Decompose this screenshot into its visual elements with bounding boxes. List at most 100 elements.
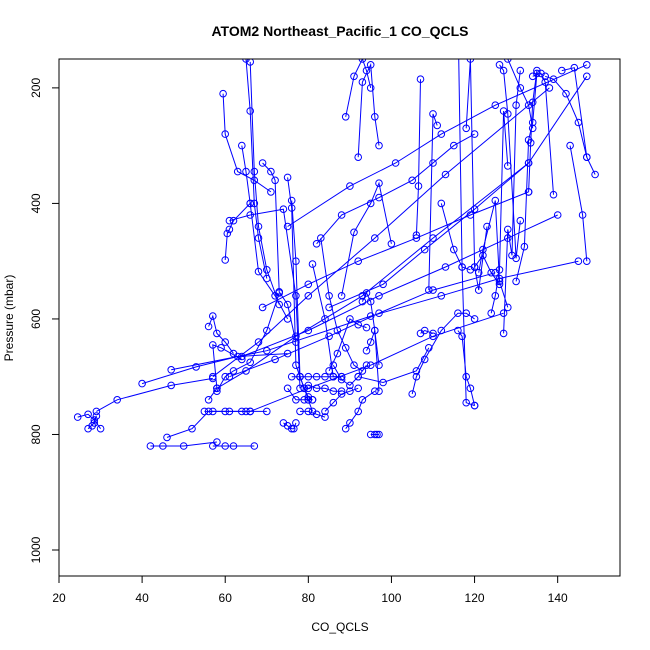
data-point [271,176,279,185]
data-point [524,188,533,196]
data-point [491,268,500,277]
data-point [358,292,367,300]
data-point [312,240,321,248]
x-tick-label: 40 [135,591,149,605]
data-point [296,372,304,381]
series-line [532,72,554,195]
series-line [262,191,529,308]
data-point [329,361,338,370]
series-8 [204,341,246,404]
data-point [566,141,574,150]
data-point [337,292,346,300]
data-point [450,141,458,150]
data-point [346,381,354,390]
series-56 [541,72,591,161]
data-point [516,66,525,75]
data-point [341,344,350,352]
series-line [341,181,392,296]
data-point [350,361,358,370]
data-point [292,332,300,341]
data-point [371,430,379,439]
data-point [412,234,421,242]
data-point [391,159,400,167]
series-36 [362,326,383,396]
series-line [241,214,558,357]
data-point [341,113,350,121]
series-line [561,67,596,175]
series-4 [146,438,221,450]
data-point [258,303,267,312]
data-point [246,59,254,66]
data-point [146,442,155,450]
series-line [249,61,280,305]
series-30 [341,387,379,433]
data-point [73,413,82,421]
data-point [337,211,346,219]
series-line [300,410,326,418]
series-10 [213,289,284,396]
data-point [437,292,446,300]
data-point [204,322,213,331]
series-17 [225,205,304,393]
data-point [470,315,479,323]
data-point [329,387,338,396]
series-6 [209,442,259,450]
data-point [499,309,508,318]
series-38 [354,344,433,387]
data-point [429,110,437,118]
data-point [512,254,520,263]
data-point [504,234,512,242]
data-point [524,101,533,109]
series-line [357,62,380,158]
x-tick-label: 80 [302,591,316,605]
y-axis-label: Pressure (mbar) [2,275,16,362]
data-point [583,72,591,81]
x-tick-label: 20 [52,591,66,605]
x-axis-label: CO_QCLS [311,620,368,634]
data-point [371,113,379,121]
data-point [549,190,558,199]
data-point [188,424,196,433]
data-point [263,266,271,274]
data-point [238,141,246,150]
x-tick-label: 60 [219,591,233,605]
data-point [304,292,313,300]
data-point [308,260,317,268]
data-point [304,384,313,393]
series-line [415,79,421,236]
data-point [296,407,304,416]
chart-title: ATOM2 Northeast_Pacific_1 CO_QCLS [211,23,468,39]
series-line [474,254,500,285]
data-point [470,263,479,271]
data-point [225,225,234,234]
data-point [495,61,504,69]
data-point [279,205,288,213]
data-point [578,211,587,219]
data-point [366,361,375,370]
series-line [507,59,534,129]
data-point [516,84,525,92]
series-line [216,292,280,392]
data-point [238,407,246,416]
series-66 [325,72,591,312]
data-point [233,167,242,176]
data-point [375,430,383,439]
data-point [420,326,429,335]
data-point [346,387,354,396]
data-point [275,300,284,309]
data-point [213,438,221,446]
data-point [454,326,462,335]
data-point [221,442,229,450]
data-point [491,101,500,109]
series-line [212,87,550,378]
data-point [275,288,284,296]
series-line [366,330,380,392]
data-point [450,245,458,254]
series-line [171,260,579,371]
y-tick-label: 600 [29,309,43,329]
data-point [254,267,263,276]
data-point [426,7,433,14]
data-point [433,121,442,130]
data-point [254,234,263,242]
series-line [262,162,297,343]
